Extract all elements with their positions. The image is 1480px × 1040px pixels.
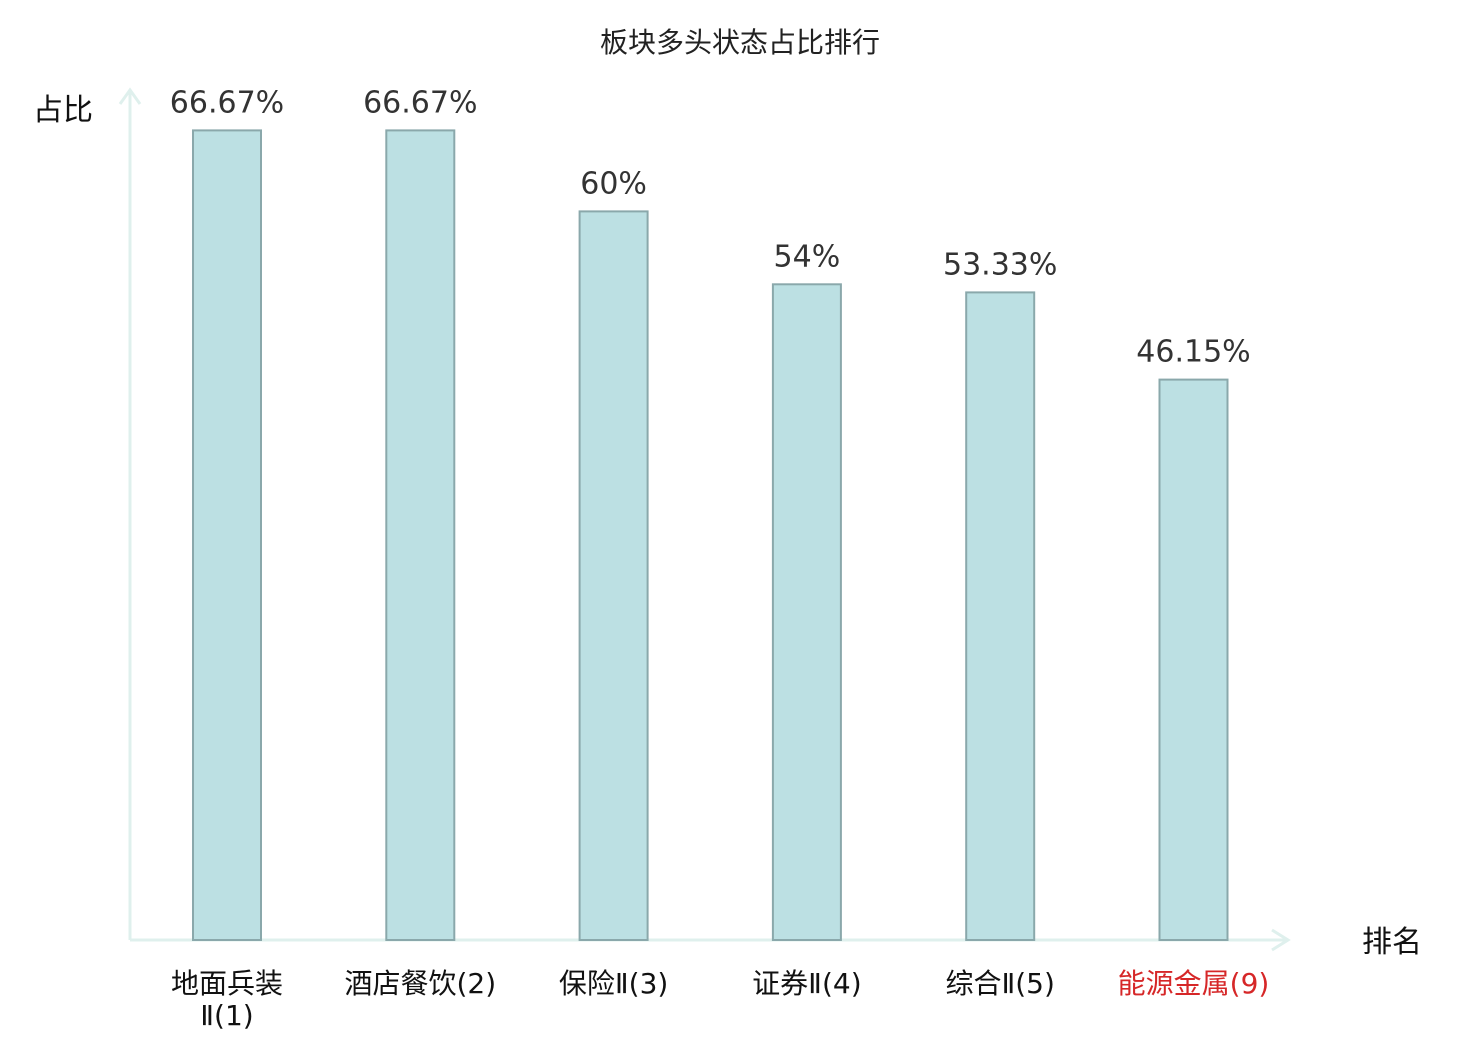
category-label: Ⅱ(1) [200,999,253,1032]
value-label: 53.33% [943,247,1057,282]
x-axis-label: 排名 [1362,925,1422,960]
value-label: 46.15% [1136,335,1250,370]
category-label: 综合Ⅱ(5) [945,967,1054,1000]
y-axis-arrow [118,87,142,105]
x-axis-arrow [1271,928,1291,952]
category-label: 能源金属(9) [1118,967,1270,1000]
value-label: 66.67% [170,85,284,120]
bar [578,210,649,941]
category-label: 酒店餐饮(2) [344,967,496,1000]
value-label: 60% [580,166,647,201]
bar [771,283,842,941]
bar [385,129,456,941]
y-axis-label: 占比 [33,93,93,128]
bar [192,129,262,941]
chart-title: 板块多头状态占比排行 [600,26,880,59]
category-label: 保险Ⅱ(3) [559,967,668,1000]
value-label: 66.67% [363,85,477,120]
category-label: 证券Ⅱ(4) [752,967,861,1000]
bars-group [192,129,1229,942]
category-label: 地面兵装 [171,967,283,1000]
bar [1158,378,1229,942]
value-labels-group: 66.67% 66.67% 60% 54% 53.33% 46.15% [170,85,1251,369]
bar [965,291,1036,941]
value-label: 54% [774,239,841,274]
